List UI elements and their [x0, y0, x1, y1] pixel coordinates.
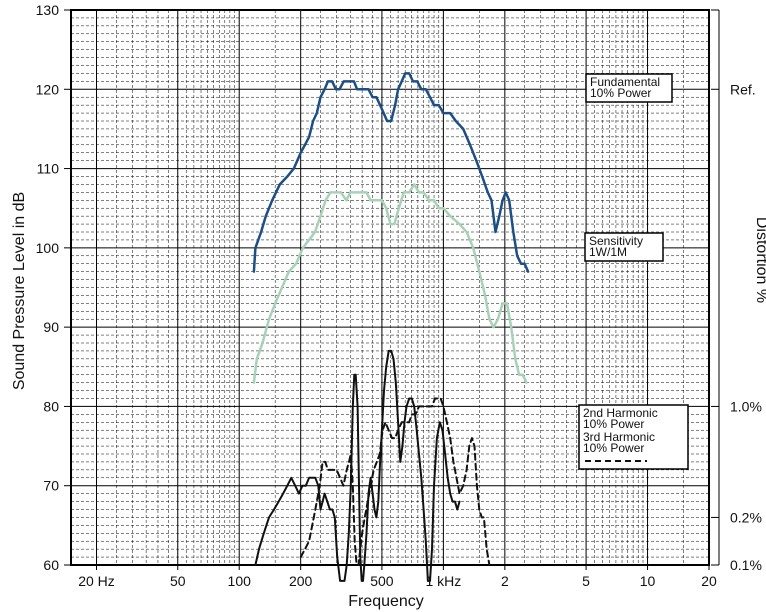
legend-label: 10% Power: [583, 417, 644, 431]
series-line-1: [252, 72, 530, 273]
series-line-2: [252, 183, 528, 384]
legend-label: 2nd Harmonic: [583, 406, 658, 420]
y-tick-label: 100: [36, 240, 60, 256]
x-tick-label: 200: [289, 573, 313, 589]
x-tick-label: 20 Hz: [78, 573, 115, 589]
x-axis-title: Frequency: [348, 593, 424, 610]
secondary-y-axis: Ref. 1.0% 0.2% 0.1%: [711, 9, 762, 573]
x-tick-label: 2: [501, 573, 509, 589]
x-tick-label: 5: [582, 573, 590, 589]
legend-box-1: [585, 73, 673, 103]
x-tick-label: 20: [701, 573, 717, 589]
legend-box-3: [578, 404, 689, 470]
y-tick-label: 130: [36, 2, 60, 18]
y-tick-label: 70: [43, 478, 59, 494]
y-tick-label: 120: [36, 81, 60, 97]
y-axis-title: Sound Pressure Level in dB: [11, 192, 28, 390]
series-line-4: [299, 397, 491, 566]
legend-label: 1W/1M: [589, 245, 627, 259]
y-tick-label: 110: [37, 161, 60, 177]
plot-frame: [70, 9, 710, 566]
x-tick-label: 1 kHz: [425, 573, 461, 589]
y2-tick-label: Ref.: [730, 81, 756, 97]
x-axis-ticks: 20 Hz 50 100 200 500 1 kHz 2 5 10 20: [78, 565, 717, 589]
x-tick-label: 500: [370, 573, 394, 589]
legend-label: 10% Power: [583, 441, 644, 455]
y-axis-ticks: 60 70 80 90 100 110 120 130: [36, 2, 71, 573]
legend-label: 10% Power: [590, 86, 651, 100]
y2-tick-label: 1.0%: [730, 398, 762, 414]
y-tick-label: 90: [43, 319, 59, 335]
legend-label: 3rd Harmonic: [583, 430, 655, 444]
y-tick-label: 60: [43, 557, 59, 573]
series-layer: [252, 72, 530, 582]
y-tick-label: 80: [43, 398, 59, 414]
x-tick-label: 10: [640, 573, 656, 589]
series-line-3: [254, 349, 461, 582]
y2-tick-label: 0.2%: [730, 509, 762, 525]
legend-box-2: [584, 232, 664, 262]
x-tick-label: 50: [170, 573, 186, 589]
y2-axis-title: Distortion %: [753, 217, 766, 303]
x-tick-label: 100: [228, 573, 252, 589]
y2-tick-label: 0.1%: [730, 557, 762, 573]
legend-label: Sensitivity: [589, 234, 643, 248]
legend-label: Fundamental: [590, 75, 660, 89]
